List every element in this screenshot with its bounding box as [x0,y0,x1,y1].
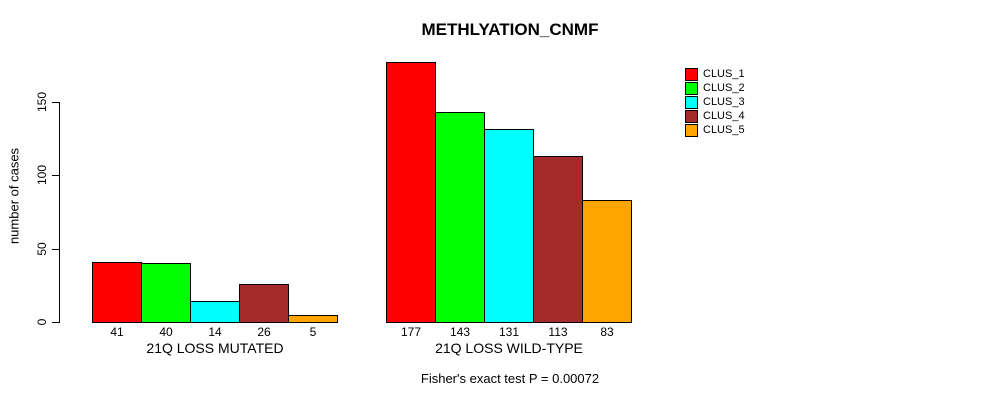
bar-clus_1 [92,262,142,323]
bar-value-label: 14 [208,325,222,339]
bar-value-label: 143 [449,325,471,339]
legend-swatch-clus_1 [685,67,698,81]
bar-clus_2 [435,112,485,323]
fisher-test-annotation: Fisher's exact test P = 0.00072 [420,371,600,386]
y-axis-tick [52,322,59,323]
legend-label: CLUS_5 [703,124,745,136]
y-axis-tick [52,101,59,103]
bar-value-label: 83 [600,325,614,339]
bar-value-label: 113 [548,325,568,339]
bar-clus_4 [239,284,289,323]
bar-clus_1 [386,62,436,323]
group-label: 21Q LOSS WILD-TYPE [435,340,583,356]
group-label: 21Q LOSS MUTATED [146,340,284,356]
legend-label: CLUS_4 [703,110,745,122]
legend-label: CLUS_2 [703,82,745,94]
legend-swatch-clus_5 [685,123,698,137]
y-axis-line [59,101,60,323]
chart-title: METHLYATION_CNMF [421,20,599,39]
legend-item: CLUS_5 [685,123,745,137]
y-axis-tick-label: 150 [35,91,49,112]
bar-value-label: 177 [400,325,422,339]
legend-label: CLUS_1 [703,68,745,80]
y-axis-tick-label: 0 [35,318,49,326]
bar-value-label: 41 [110,325,124,339]
y-axis-tick-label: 50 [35,241,49,256]
legend-item: CLUS_3 [685,95,745,109]
bar-clus_5 [582,200,632,323]
y-axis-tick [52,175,59,176]
bar-clus_2 [141,263,191,323]
y-axis-title: number of cases [6,147,22,245]
legend-item: CLUS_4 [685,109,745,123]
bar-value-label: 5 [309,325,317,339]
legend-item: CLUS_1 [685,67,745,81]
bar-value-label: 26 [257,325,271,339]
legend-item: CLUS_2 [685,81,745,95]
bar-value-label: 131 [498,325,520,339]
y-axis-tick [52,248,59,250]
bar-clus_3 [190,301,240,323]
bar-clus_4 [533,156,583,323]
legend-swatch-clus_3 [685,95,698,109]
bar-clus_5 [288,315,338,323]
bar-clus_3 [484,129,534,323]
legend-label: CLUS_3 [703,96,745,108]
bar-value-label: 40 [159,325,173,339]
legend-swatch-clus_4 [685,109,698,123]
legend-swatch-clus_2 [685,81,698,95]
y-axis-tick-label: 100 [35,164,49,186]
legend: CLUS_1 CLUS_2 CLUS_3 CLUS_4 CLUS_5 [685,67,745,137]
